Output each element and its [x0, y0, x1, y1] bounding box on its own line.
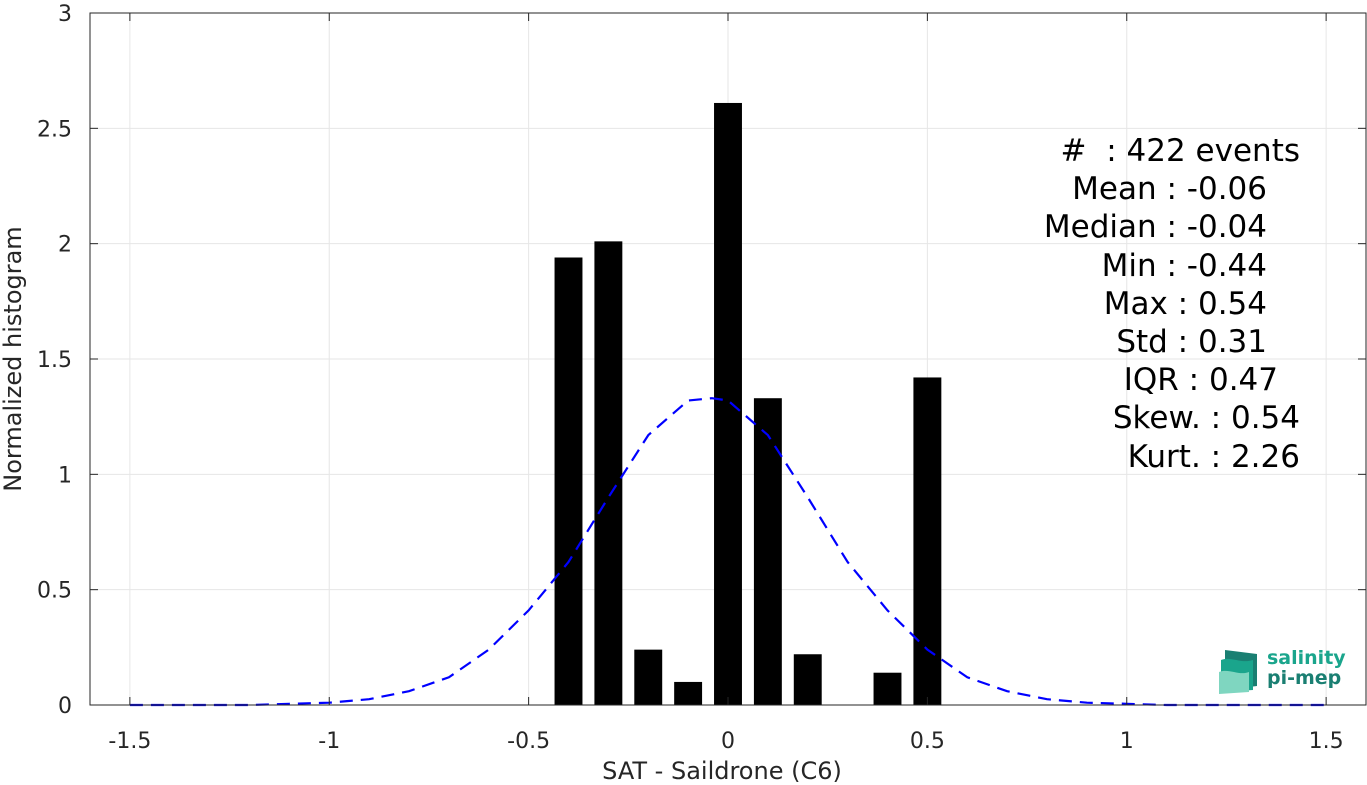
- stat-min: Min : -0.44: [1101, 247, 1267, 284]
- histogram-bar: [793, 654, 822, 705]
- stat-median: Median : -0.04: [1043, 209, 1267, 246]
- histogram-bars: [554, 102, 942, 706]
- stat-kurt: Kurt. : 2.26: [1127, 438, 1300, 475]
- x-tick-label: 0.5: [910, 729, 945, 754]
- x-tick-label: 1: [1120, 729, 1134, 754]
- y-tick-label: 1.5: [37, 348, 72, 373]
- salinity-pimep-logo: salinity pi-mep: [1217, 646, 1347, 696]
- stat-std: Std : 0.31: [1116, 324, 1267, 361]
- stat-mean: Mean : -0.06: [1072, 171, 1267, 208]
- histogram-bar: [714, 102, 742, 705]
- y-tick-label: 0: [58, 694, 72, 719]
- stat-max: Max : 0.54: [1103, 285, 1267, 322]
- x-tick-label: -1.5: [108, 729, 151, 754]
- y-tick-label: 3: [58, 2, 72, 27]
- logo-line-1: salinity: [1267, 647, 1346, 669]
- stat-iqr: IQR : 0.47: [1123, 362, 1278, 399]
- x-tick-labels: -1.5 -1 -0.5 0 0.5 1 1.5: [108, 729, 1343, 754]
- axis-ticks: [90, 12, 1366, 706]
- histogram-bar: [753, 398, 782, 705]
- y-tick-label: 1: [58, 463, 72, 488]
- histogram-bar: [913, 377, 942, 705]
- x-tick-label: 0: [721, 729, 735, 754]
- salinity-waves-icon: [1219, 650, 1257, 694]
- logo-text: salinity pi-mep: [1267, 648, 1346, 688]
- y-tick-label: 0.5: [37, 579, 72, 604]
- statistics-box: # : 422 events Mean : -0.06 Median : -0.…: [1000, 132, 1300, 476]
- histogram-bar: [873, 672, 902, 705]
- stat-events: # : 422 events: [1060, 133, 1300, 169]
- x-axis-label: SAT - Saildrone (C6): [602, 757, 842, 785]
- histogram-bar: [674, 681, 703, 705]
- y-axis-label: Normalized histogram: [0, 226, 27, 491]
- histogram-bar: [554, 257, 583, 705]
- normal-fit-curve: [129, 397, 1327, 707]
- x-tick-label: 1.5: [1309, 729, 1344, 754]
- x-tick-label: -1: [318, 729, 340, 754]
- x-tick-label: -0.5: [507, 729, 550, 754]
- histogram-bar: [594, 241, 623, 706]
- y-tick-labels: 0 0.5 1 1.5 2 2.5 3: [37, 2, 72, 719]
- histogram-bar: [634, 649, 663, 705]
- logo-line-2: pi-mep: [1267, 667, 1342, 689]
- y-tick-label: 2.5: [37, 117, 72, 142]
- stat-skew: Skew. : 0.54: [1112, 400, 1300, 437]
- y-tick-label: 2: [58, 233, 72, 258]
